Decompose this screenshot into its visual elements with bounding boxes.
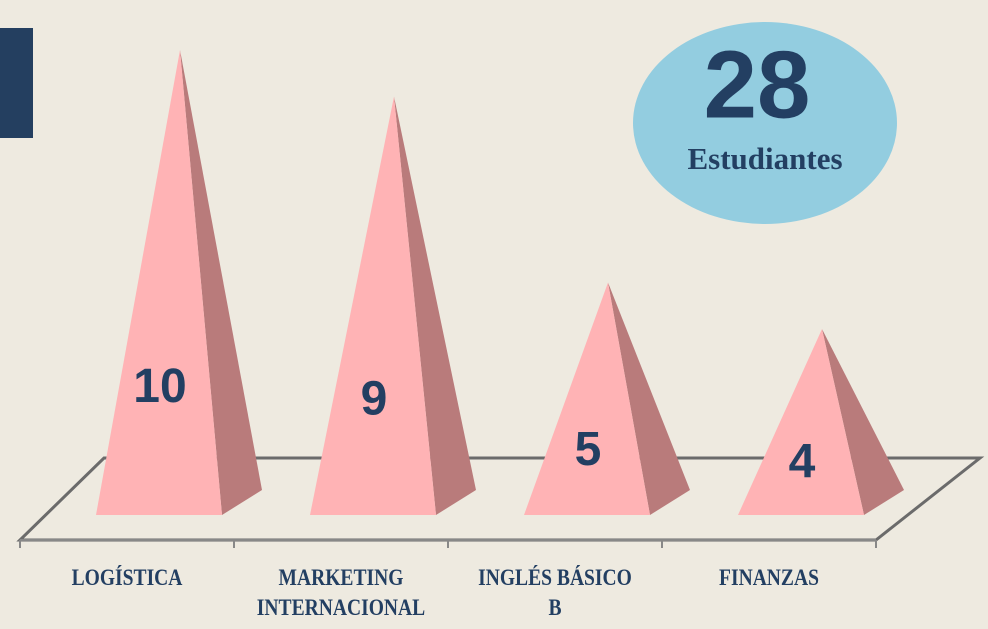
pyramid-side <box>608 282 690 515</box>
value-label: 4 <box>789 435 816 488</box>
x-tick-label: FINANZAS <box>719 565 819 590</box>
value-label: 5 <box>575 423 602 476</box>
value-label: 10 <box>133 360 186 413</box>
pyramid <box>96 50 222 515</box>
pyramid <box>310 96 436 515</box>
pyramid <box>738 329 864 515</box>
x-tick-label: INGLÉS BÁSICO B <box>478 565 632 620</box>
side-tab <box>0 28 33 138</box>
total-label: Estudiantes <box>687 141 842 176</box>
pyramid-side <box>180 50 262 515</box>
value-label: 9 <box>361 373 388 426</box>
pyramid-side <box>822 329 904 515</box>
x-tick-label: MARKETING INTERNACIONAL <box>256 565 426 620</box>
pyramid-side <box>394 96 476 515</box>
pyramid <box>524 282 650 515</box>
total: 28 <box>704 31 811 138</box>
x-tick-label: LOGÍSTICA <box>71 565 183 590</box>
total-bubble <box>633 22 897 224</box>
